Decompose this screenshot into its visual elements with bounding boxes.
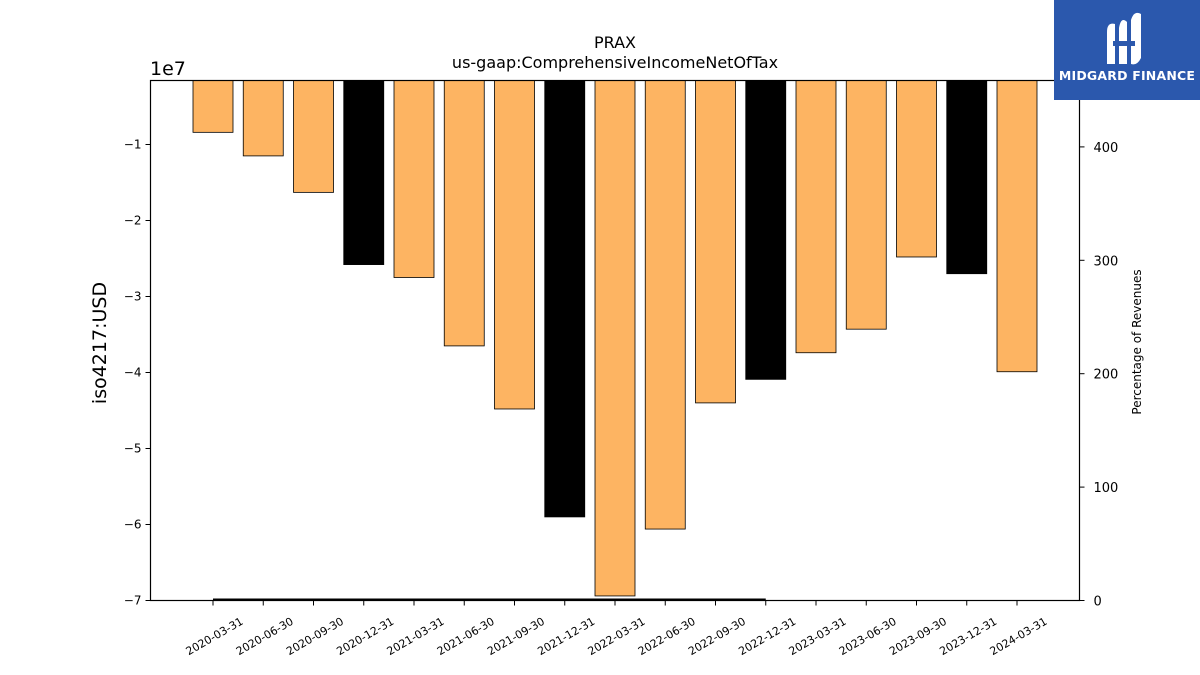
x-tick-label: 2024-03-31 <box>988 615 1050 658</box>
brand-name: MIDGARD FINANCE <box>1058 68 1196 83</box>
bar-2023-06-30 <box>845 80 887 330</box>
x-axis-ticks: 2020-03-312020-06-302020-09-302020-12-31… <box>184 600 1050 658</box>
bar-2022-09-30 <box>695 80 736 404</box>
bar-2022-12-31 <box>745 80 787 380</box>
y2-tick-label: 200 <box>1094 368 1119 383</box>
y-tick-label: −1 <box>124 138 142 152</box>
y-axis-ticks: −1 −2 −3 −4 −5 −6 −7 <box>124 138 151 608</box>
bar-2021-06-30 <box>443 80 485 347</box>
y2-axis-label: Percentage of Revenues <box>1130 269 1144 414</box>
bar-2023-12-31 <box>946 80 988 275</box>
y-tick-label: −5 <box>124 442 142 456</box>
bar-2020-12-31 <box>343 80 385 265</box>
y-offset-label: 1e7 <box>150 58 186 80</box>
bar-2020-06-30 <box>242 80 284 157</box>
y-tick-label: −6 <box>124 518 142 532</box>
y-tick-label: −7 <box>124 594 142 608</box>
y2-tick-label: 400 <box>1094 141 1119 156</box>
chart-subtitle: us-gaap:ComprehensiveIncomeNetOfTax <box>452 53 778 72</box>
bar-2022-03-31 <box>594 80 636 597</box>
bar-2020-09-30 <box>293 80 334 193</box>
y2-tick-label: 300 <box>1094 254 1119 269</box>
y2-tick-label: 0 <box>1094 595 1102 610</box>
bar-2023-03-31 <box>795 80 837 354</box>
y-tick-label: −4 <box>124 366 142 380</box>
bar-2021-12-31 <box>544 80 586 518</box>
bar-2021-09-30 <box>494 80 535 410</box>
y-axis-label: iso4217:USD <box>89 282 111 404</box>
y2-axis-ticks: 0 100 200 300 400 <box>1079 141 1119 610</box>
y-tick-label: −3 <box>124 290 142 304</box>
chart-title: PRAX <box>594 33 636 52</box>
bar-2023-09-30 <box>896 80 937 258</box>
bar-2021-03-31 <box>393 80 435 278</box>
bar-2020-03-31 <box>192 80 234 133</box>
bars-group <box>192 80 1038 597</box>
y-tick-label: −2 <box>124 214 142 228</box>
brand-logo: MIDGARD FINANCE <box>1054 0 1200 100</box>
bar-2024-03-31 <box>996 80 1038 373</box>
bar-2022-06-30 <box>644 80 686 530</box>
midgard-logo-icon <box>1107 12 1141 65</box>
y2-tick-label: 100 <box>1094 481 1119 496</box>
